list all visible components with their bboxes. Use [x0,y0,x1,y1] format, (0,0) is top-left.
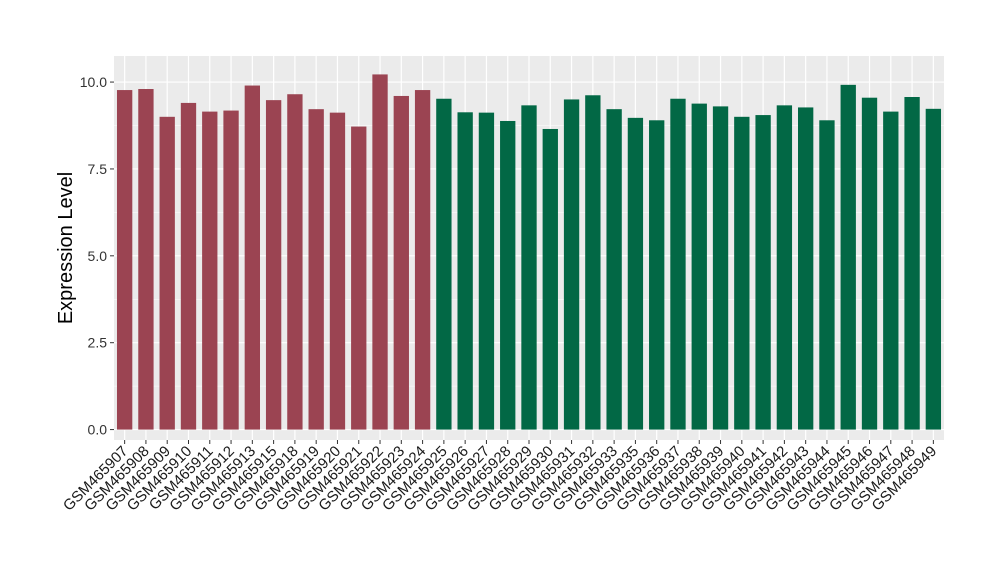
y-axis-title: Expression Level [55,172,77,324]
y-tick-label: 0.0 [88,422,108,438]
bar-GSM465910 [180,102,197,430]
bar-GSM465939 [712,106,729,430]
y-tick-label: 10.0 [80,74,107,90]
bar-GSM465935 [627,117,644,430]
bar-GSM465947 [883,111,899,430]
bar-GSM465945 [840,84,856,430]
bar-GSM465918 [287,94,303,430]
bar-GSM465933 [606,109,622,430]
bar-GSM465937 [670,98,686,430]
bar-GSM465921 [351,126,367,430]
bar-GSM465908 [138,89,154,430]
bar-GSM465931 [563,99,580,430]
y-tick-label: 7.5 [88,161,108,177]
bar-GSM465919 [308,109,324,430]
y-tick-label: 5.0 [88,248,108,264]
bar-GSM465920 [329,112,346,430]
bar-GSM465932 [585,95,601,430]
bar-GSM465949 [925,108,942,430]
bar-GSM465912 [223,110,239,430]
bar-GSM465922 [372,74,388,430]
bar-GSM465929 [521,105,537,430]
bar-GSM465928 [500,120,516,430]
bar-GSM465924 [414,90,431,430]
bar-GSM465907 [116,90,133,430]
bars [116,74,942,430]
bar-GSM465915 [265,100,282,430]
bar-GSM465913 [244,85,260,430]
bar-GSM465946 [861,97,878,430]
bar-GSM465909 [159,116,175,430]
bar-GSM465925 [436,98,452,430]
x-axis: GSM465907GSM465908GSM465909GSM465910GSM4… [60,440,940,514]
bar-GSM465948 [904,97,920,430]
y-tick-label: 2.5 [88,335,108,351]
bar-GSM465942 [776,105,793,430]
bar-GSM465911 [202,111,218,430]
bar-GSM465936 [649,120,665,430]
bar-GSM465938 [691,103,707,430]
bar-GSM465930 [542,128,558,430]
bar-GSM465940 [734,116,750,430]
y-axis: 0.0 2.5 5.0 7.5 10.0 [80,74,114,438]
bar-GSM465943 [798,107,814,430]
bar-GSM465927 [478,112,495,430]
bar-GSM465923 [393,95,409,430]
bar-GSM465926 [457,112,473,430]
bar-GSM465944 [819,120,835,430]
bar-GSM465941 [755,115,771,430]
